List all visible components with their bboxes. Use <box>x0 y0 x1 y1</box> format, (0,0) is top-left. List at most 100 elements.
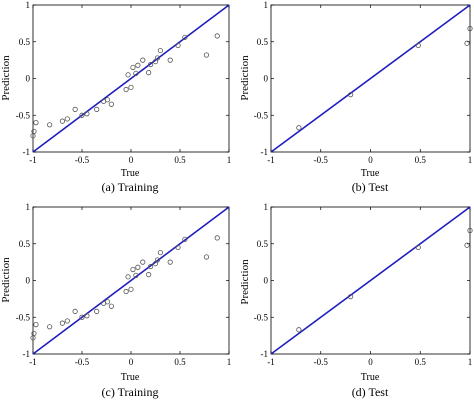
reference-line <box>270 206 471 355</box>
plot-area: -1 -0.5 0 0.5 1 -1 -0.5 0 0.5 1 <box>16 202 232 367</box>
x-tick-label: -0.5 <box>75 155 90 165</box>
x-tick-label: -0.5 <box>314 155 329 165</box>
x-tick-label: 1 <box>468 155 473 165</box>
x-tick-label: 0.5 <box>415 155 427 165</box>
data-point <box>296 327 302 333</box>
x-tick-label: 0 <box>368 357 373 367</box>
y-tick-label: -0.5 <box>16 110 31 120</box>
data-point <box>296 125 302 131</box>
reference-line <box>32 4 230 153</box>
data-point <box>64 116 70 122</box>
x-tick-label: -1 <box>267 155 275 165</box>
x-axis-label: True <box>121 372 140 383</box>
data-point <box>33 321 39 328</box>
y-tick-label: -0.5 <box>16 312 31 322</box>
y-tick-label: 0.5 <box>257 37 269 47</box>
data-point <box>148 263 154 270</box>
data-point <box>157 249 163 256</box>
data-point <box>47 122 53 128</box>
y-tick-label: 1 <box>264 202 269 212</box>
data-point <box>79 112 85 118</box>
data-point <box>72 106 78 112</box>
data-point <box>157 47 163 54</box>
y-tick-label: -0.5 <box>254 110 269 120</box>
data-point <box>182 34 188 40</box>
x-tick-label: 1 <box>227 357 232 367</box>
y-tick-label: -1 <box>261 349 269 359</box>
x-tick-label: -1 <box>29 155 37 165</box>
data-point <box>135 62 141 68</box>
data-point <box>104 299 111 305</box>
data-point <box>31 330 37 337</box>
data-point <box>175 244 181 251</box>
reference-line <box>270 4 471 153</box>
data-point <box>347 294 354 300</box>
plot-area: -1 -0.5 0 0.5 1 -1 -0.5 0 0.5 1 <box>254 0 473 165</box>
plot-area: -1 -0.5 0 0.5 1 -1 -0.5 0 0.5 1 <box>16 0 232 165</box>
x-tick-label: 0 <box>368 155 373 165</box>
data-point <box>130 266 136 273</box>
data-point <box>464 242 470 248</box>
y-tick-label: 0.5 <box>257 239 269 249</box>
data-point <box>415 42 421 49</box>
data-point <box>140 57 146 63</box>
panel-caption: (a) Training <box>102 180 159 194</box>
data-point <box>94 308 100 314</box>
data-point <box>467 227 473 234</box>
data-point <box>347 92 354 98</box>
data-point <box>72 308 78 314</box>
panel-b: -1 -0.5 0 0.5 1 -1 -0.5 0 0.5 1 Prediction True (… <box>239 0 473 194</box>
data-point <box>214 235 220 241</box>
reference-line <box>32 206 230 355</box>
data-point <box>64 318 70 324</box>
data-point <box>464 40 470 46</box>
data-point <box>167 259 173 265</box>
data-point <box>123 288 129 295</box>
x-tick-label: -1 <box>29 357 37 367</box>
data-point <box>130 64 136 71</box>
data-point <box>467 25 473 32</box>
data-point <box>59 320 66 326</box>
data-point <box>123 86 129 93</box>
y-tick-label: 0 <box>264 74 269 84</box>
x-axis-label: True <box>121 168 140 179</box>
x-axis-label: True <box>361 168 380 179</box>
panel-caption: (b) Test <box>352 180 389 194</box>
data-point <box>214 33 220 39</box>
y-tick-label: -1 <box>23 147 31 157</box>
data-point <box>154 257 161 263</box>
data-point <box>108 303 115 309</box>
data-point <box>128 286 134 292</box>
data-point <box>146 272 152 278</box>
x-tick-label: -0.5 <box>314 357 329 367</box>
y-axis-label: Prediction <box>239 259 251 305</box>
data-point <box>94 106 100 112</box>
data-point <box>148 61 154 68</box>
y-tick-label: 0 <box>26 276 31 286</box>
x-tick-label: 0 <box>129 155 134 165</box>
y-axis-label: Prediction <box>239 55 251 101</box>
y-tick-label: 0 <box>26 74 31 84</box>
y-axis-label: Prediction <box>0 257 12 303</box>
x-axis-label: True <box>361 372 380 383</box>
data-point <box>125 72 131 78</box>
data-point <box>415 244 421 251</box>
data-point <box>59 118 66 124</box>
data-point <box>31 128 37 135</box>
data-point <box>140 259 146 265</box>
panel-caption: (c) Training <box>102 385 159 399</box>
data-point <box>182 236 188 242</box>
y-axis-label: Prediction <box>0 55 12 101</box>
x-tick-label: -1 <box>267 357 275 367</box>
data-point <box>146 70 152 76</box>
panel-c: -1 -0.5 0 0.5 1 -1 -0.5 0 0.5 1 Prediction True (… <box>0 202 231 399</box>
data-point <box>128 84 134 90</box>
y-tick-label: -0.5 <box>254 312 269 322</box>
data-point <box>47 324 53 330</box>
x-tick-label: -0.5 <box>75 357 90 367</box>
y-tick-label: 1 <box>26 0 31 10</box>
data-point <box>84 313 90 319</box>
panel-caption: (d) Test <box>352 385 389 399</box>
data-point <box>203 254 210 260</box>
